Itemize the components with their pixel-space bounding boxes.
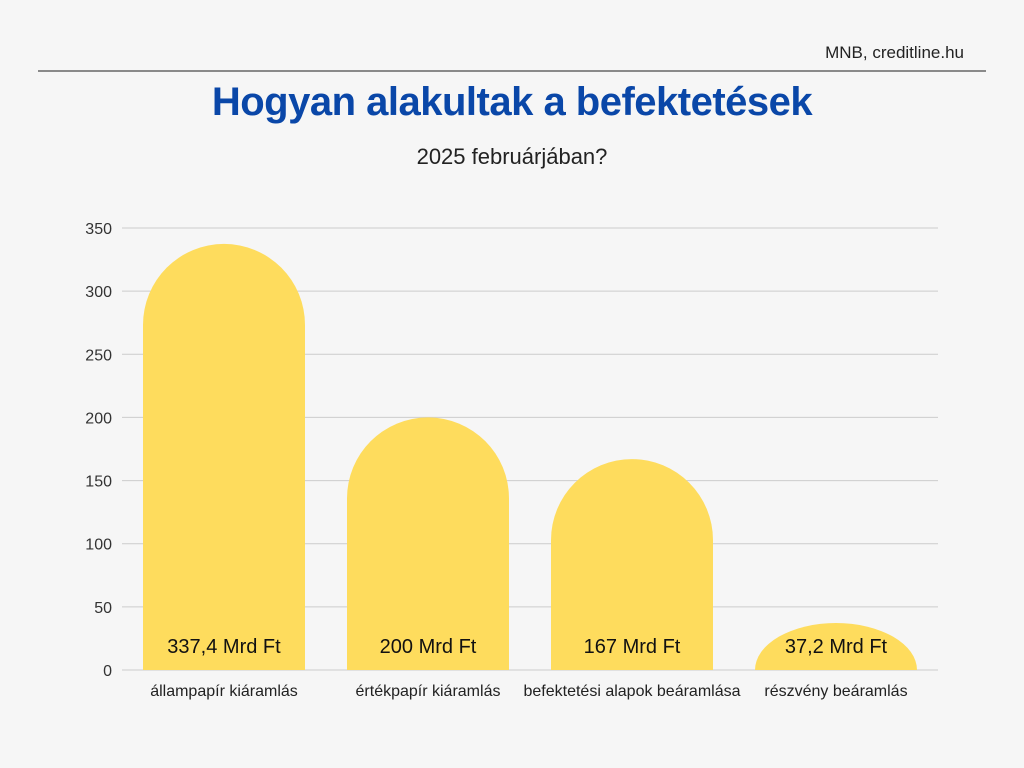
source-label: MNB, creditline.hu: [825, 43, 964, 62]
y-tick-label: 0: [103, 663, 112, 680]
chart-title: Hogyan alakultak a befektetések: [211, 80, 813, 124]
bars: [143, 243, 917, 670]
bar: [755, 623, 917, 670]
y-tick-label: 150: [85, 474, 112, 491]
y-tick-label: 350: [85, 221, 112, 238]
y-tick-label: 300: [85, 284, 112, 301]
x-axis-ticks: állampapír kiáramlás értékpapír kiáramlás…: [150, 683, 907, 700]
bar-value-label: 200 Mrd Ft: [380, 636, 477, 658]
bar-value-label: 167 Mrd Ft: [584, 636, 681, 658]
bar-value-label: 337,4 Mrd Ft: [167, 636, 281, 658]
x-tick-label: befektetési alapok beáramlása: [523, 683, 740, 700]
data-labels: 337,4 Mrd Ft 200 Mrd Ft 167 Mrd Ft 37,2 Mrd…: [167, 636, 887, 658]
x-tick-label: állampapír kiáramlás: [150, 683, 298, 700]
bar: [551, 459, 713, 670]
y-tick-label: 50: [94, 600, 112, 617]
header-divider: [38, 70, 986, 72]
chart-subtitle: 2025 februárjában?: [416, 144, 608, 169]
y-axis-ticks: 0 50 100 150 200 250 300 350: [85, 221, 112, 680]
bar-value-label: 37,2 Mrd Ft: [785, 636, 888, 658]
x-tick-label: részvény beáramlás: [764, 683, 907, 700]
y-tick-label: 250: [85, 347, 112, 364]
x-tick-label: értékpapír kiáramlás: [356, 683, 501, 700]
bar: [143, 243, 305, 670]
y-tick-label: 200: [85, 410, 112, 427]
y-tick-label: 100: [85, 537, 112, 554]
bar: [347, 417, 509, 670]
